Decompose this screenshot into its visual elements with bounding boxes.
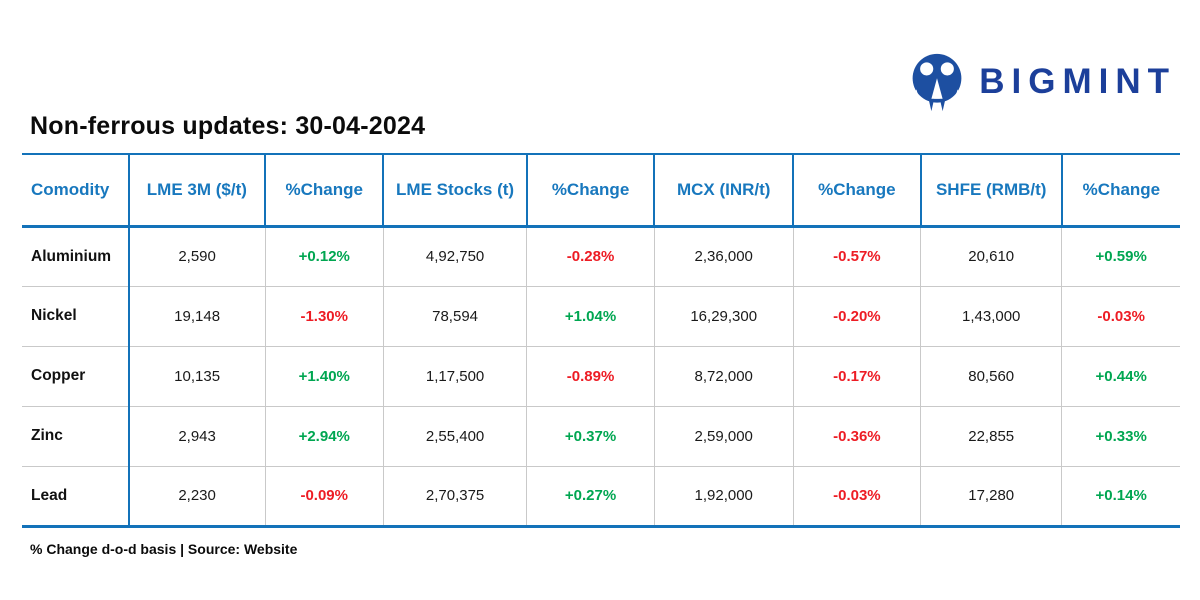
cell-lme-stocks: 1,17,500 — [382, 345, 527, 406]
cell-lme-3m: 2,590 — [127, 226, 266, 286]
column-header-shfe: SHFE (RMB/t) — [919, 154, 1062, 228]
cell-lme-stocks-change: +0.27% — [526, 465, 655, 526]
cell-mcx-change: -0.17% — [792, 345, 921, 406]
table-wrap: Comodity LME 3M ($/t) %Change LME Stocks… — [22, 153, 1180, 528]
cell-shfe: 80,560 — [920, 345, 1062, 406]
cell-lme-3m-change: +1.40% — [264, 345, 384, 406]
column-header-lme-3m: LME 3M ($/t) — [127, 154, 266, 228]
table-row: Aluminium 2,590 +0.12% 4,92,750 -0.28% 2… — [22, 226, 1180, 286]
source-footnote: % Change d-o-d basis | Source: Website — [30, 541, 298, 557]
column-header-lme-change: %Change — [264, 154, 384, 228]
cell-mcx: 2,59,000 — [653, 405, 794, 466]
cell-lme-stocks-change: +0.37% — [526, 405, 655, 466]
cell-lme-3m-change: -1.30% — [264, 285, 384, 346]
column-header-lme-stocks: LME Stocks (t) — [382, 154, 527, 228]
cell-shfe-change: +0.59% — [1061, 226, 1180, 286]
cell-shfe-change: -0.03% — [1061, 285, 1180, 346]
cell-lme-3m-change: -0.09% — [264, 465, 384, 526]
cell-mcx-change: -0.57% — [792, 226, 921, 286]
cell-mcx: 1,92,000 — [653, 465, 794, 526]
cell-shfe-change: +0.14% — [1061, 465, 1180, 526]
cell-mcx-change: -0.20% — [792, 285, 921, 346]
brand-name: BIGMINT — [979, 62, 1176, 101]
cell-mcx-change: -0.03% — [792, 465, 921, 526]
table-body: Aluminium 2,590 +0.12% 4,92,750 -0.28% 2… — [22, 226, 1180, 526]
cell-commodity: Lead — [22, 465, 129, 526]
cell-commodity: Aluminium — [22, 226, 129, 286]
cell-lme-3m-change: +0.12% — [264, 226, 384, 286]
cell-shfe: 1,43,000 — [920, 285, 1062, 346]
cell-mcx-change: -0.36% — [792, 405, 921, 466]
bigmint-people-m-icon — [912, 53, 962, 112]
cell-lme-3m-change: +2.94% — [264, 405, 384, 466]
table-row: Nickel 19,148 -1.30% 78,594 +1.04% 16,29… — [22, 285, 1180, 346]
cell-lme-stocks: 2,70,375 — [382, 465, 527, 526]
table-row: Zinc 2,943 +2.94% 2,55,400 +0.37% 2,59,0… — [22, 405, 1180, 466]
non-ferrous-table: Comodity LME 3M ($/t) %Change LME Stocks… — [22, 153, 1180, 528]
cell-shfe: 20,610 — [920, 226, 1062, 286]
cell-commodity: Copper — [22, 345, 129, 406]
cell-lme-stocks-change: -0.28% — [526, 226, 655, 286]
cell-lme-stocks-change: -0.89% — [526, 345, 655, 406]
cell-lme-stocks-change: +1.04% — [526, 285, 655, 346]
cell-shfe: 17,280 — [920, 465, 1062, 526]
cell-shfe-change: +0.44% — [1061, 345, 1180, 406]
table-row: Lead 2,230 -0.09% 2,70,375 +0.27% 1,92,0… — [22, 465, 1180, 526]
page-title: Non-ferrous updates: 30-04-2024 — [30, 112, 426, 140]
cell-lme-3m: 2,230 — [127, 465, 266, 526]
cell-mcx: 2,36,000 — [653, 226, 794, 286]
table-header: Comodity LME 3M ($/t) %Change LME Stocks… — [22, 154, 1180, 228]
column-header-shfe-change: %Change — [1060, 154, 1180, 228]
cell-mcx: 16,29,300 — [653, 285, 794, 346]
header-row: Comodity LME 3M ($/t) %Change LME Stocks… — [22, 154, 1180, 228]
bigmint-logo: BIGMINT — [907, 50, 1176, 114]
column-header-mcx-change: %Change — [792, 154, 921, 228]
cell-lme-stocks: 78,594 — [382, 285, 527, 346]
cell-lme-3m: 19,148 — [127, 285, 266, 346]
cell-commodity: Nickel — [22, 285, 129, 346]
column-header-stocks-change: %Change — [525, 154, 655, 228]
cell-commodity: Zinc — [22, 405, 129, 466]
cell-lme-3m: 2,943 — [127, 405, 266, 466]
cell-shfe: 22,855 — [920, 405, 1062, 466]
table-row: Copper 10,135 +1.40% 1,17,500 -0.89% 8,7… — [22, 345, 1180, 406]
cell-lme-stocks: 2,55,400 — [382, 405, 527, 466]
cell-lme-3m: 10,135 — [127, 345, 266, 406]
cell-shfe-change: +0.33% — [1061, 405, 1180, 466]
column-header-commodity: Comodity — [22, 154, 129, 228]
cell-lme-stocks: 4,92,750 — [382, 226, 527, 286]
cell-mcx: 8,72,000 — [653, 345, 794, 406]
column-header-mcx: MCX (INR/t) — [653, 154, 794, 228]
